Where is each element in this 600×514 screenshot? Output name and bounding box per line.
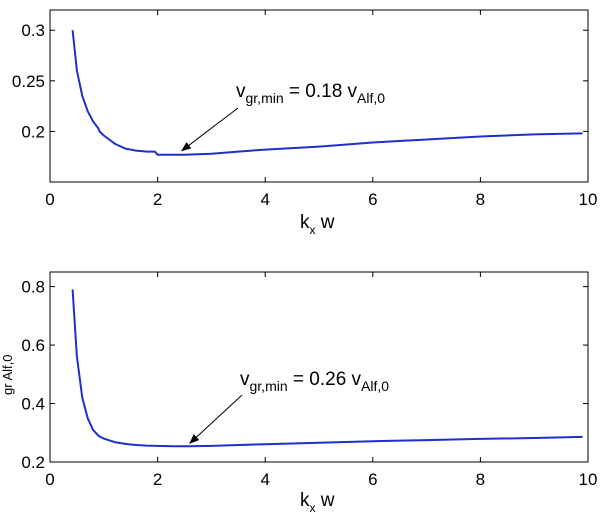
top-chart-annotation-arrow — [181, 107, 239, 152]
top-chart-y-tick-label: 0.3 — [21, 21, 45, 40]
bottom-chart: 0 2 4 6 8 10 0.2 0.4 0.6 0.8 kx w gr Alf,0 vgr,mi… — [0, 271, 597, 514]
bottom-chart-x-tick-label: 8 — [476, 470, 485, 489]
bottom-chart-x-tick-label: 4 — [260, 470, 269, 489]
bottom-chart-frame — [49, 271, 589, 463]
bottom-chart-annotation: vgr,min = 0.26 vAlf,0 — [240, 369, 389, 394]
top-chart: 0 2 4 6 8 10 0.2 0.25 0.3 kx w vgr,min = 0.18 vA… — [12, 9, 598, 237]
bottom-chart-y-tick-label: 0.8 — [21, 278, 45, 297]
bottom-chart-x-tick-label: 10 — [579, 470, 598, 489]
top-chart-x-tick-label: 10 — [579, 190, 598, 209]
bottom-chart-ticks: 0 2 4 6 8 10 0.2 0.4 0.6 0.8 — [21, 272, 597, 489]
top-chart-x-tick-label: 8 — [476, 190, 485, 209]
top-chart-series-0-path — [71, 30, 583, 156]
top-chart-x-axis-label: kx w — [300, 212, 335, 237]
top-chart-annotation: vgr,min = 0.18 vAlf,0 — [236, 81, 385, 106]
top-chart-x-tick-label: 2 — [153, 190, 162, 209]
bottom-chart-y-tick-label: 0.2 — [21, 453, 45, 472]
top-chart-y-tick-label: 0.2 — [21, 122, 45, 141]
top-chart-ticks: 0 2 4 6 8 10 0.2 0.25 0.3 — [12, 10, 598, 209]
top-chart-y-tick-label: 0.25 — [12, 72, 45, 91]
bottom-chart-x-tick-label: 0 — [45, 470, 54, 489]
bottom-chart-x-tick-label: 6 — [368, 470, 377, 489]
top-chart-frame — [49, 9, 589, 183]
bottom-chart-y-tick-label: 0.4 — [21, 395, 45, 414]
bottom-chart-annotation-arrow — [189, 394, 243, 444]
bottom-chart-x-tick-label: 2 — [153, 470, 162, 489]
top-chart-x-tick-label: 0 — [45, 190, 54, 209]
bottom-chart-y-tick-label: 0.6 — [21, 336, 45, 355]
top-chart-series-line — [71, 30, 583, 156]
top-chart-x-tick-label: 4 — [260, 190, 269, 209]
top-chart-x-tick-label: 6 — [368, 190, 377, 209]
bottom-chart-x-axis-label: kx w — [300, 490, 335, 514]
bottom-chart-y-axis-label: gr Alf,0 — [0, 355, 15, 395]
bottom-chart-series-line — [71, 289, 583, 448]
bottom-chart-series-0-path — [71, 289, 583, 448]
